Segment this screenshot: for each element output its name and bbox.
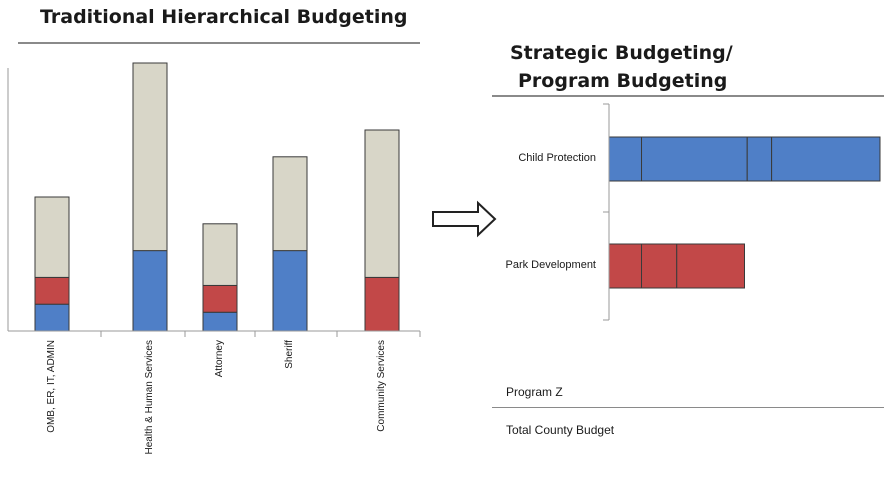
right-arrow-icon [432,200,497,238]
left-bar-segment [364,276,400,332]
left-bar-segment [34,276,70,305]
left-category-label: Attorney [214,340,225,378]
right-bar-segment [641,243,678,289]
right-title-line-1: Strategic Budgeting/ [510,42,733,64]
program-z-rule [492,407,884,408]
program-z-label: Program Z [506,385,563,399]
left-title-rule [18,42,420,44]
left-bar-segment [202,284,238,313]
left-category-label: Health & Human Services [144,340,155,455]
left-bar-segment [34,303,70,332]
left-bar-segment [202,223,238,286]
total-county-budget-label: Total County Budget [506,423,615,437]
right-bar-segment [608,136,643,182]
left-bar-segment [132,250,168,332]
left-bar-segment [132,62,168,252]
right-category-label: Child Protection [518,152,596,164]
right-title-rule [492,95,884,97]
right-category-label: Park Development [505,259,597,271]
left-category-label: Community Services [376,340,387,432]
right-chart-title: Strategic Budgeting/ Program Budgeting [510,39,810,95]
left-bar-segment [364,129,400,278]
left-category-label: OMB, ER, IT, ADMIN [46,340,57,433]
right-bar-segment [641,136,748,182]
right-bar-segment [746,136,773,182]
right-bar-segment [608,243,643,289]
left-bar-segment [34,196,70,278]
right-title-line-2: Program Budgeting [518,70,728,92]
left-bar-segment [272,250,308,332]
left-category-label: Sheriff [284,340,295,369]
left-bar-segment [272,156,308,252]
right-bar-segment [676,243,745,289]
left-chart-title: Traditional Hierarchical Budgeting [40,6,408,28]
right-bar-segment [771,136,881,182]
left-bar-segment [202,311,238,332]
